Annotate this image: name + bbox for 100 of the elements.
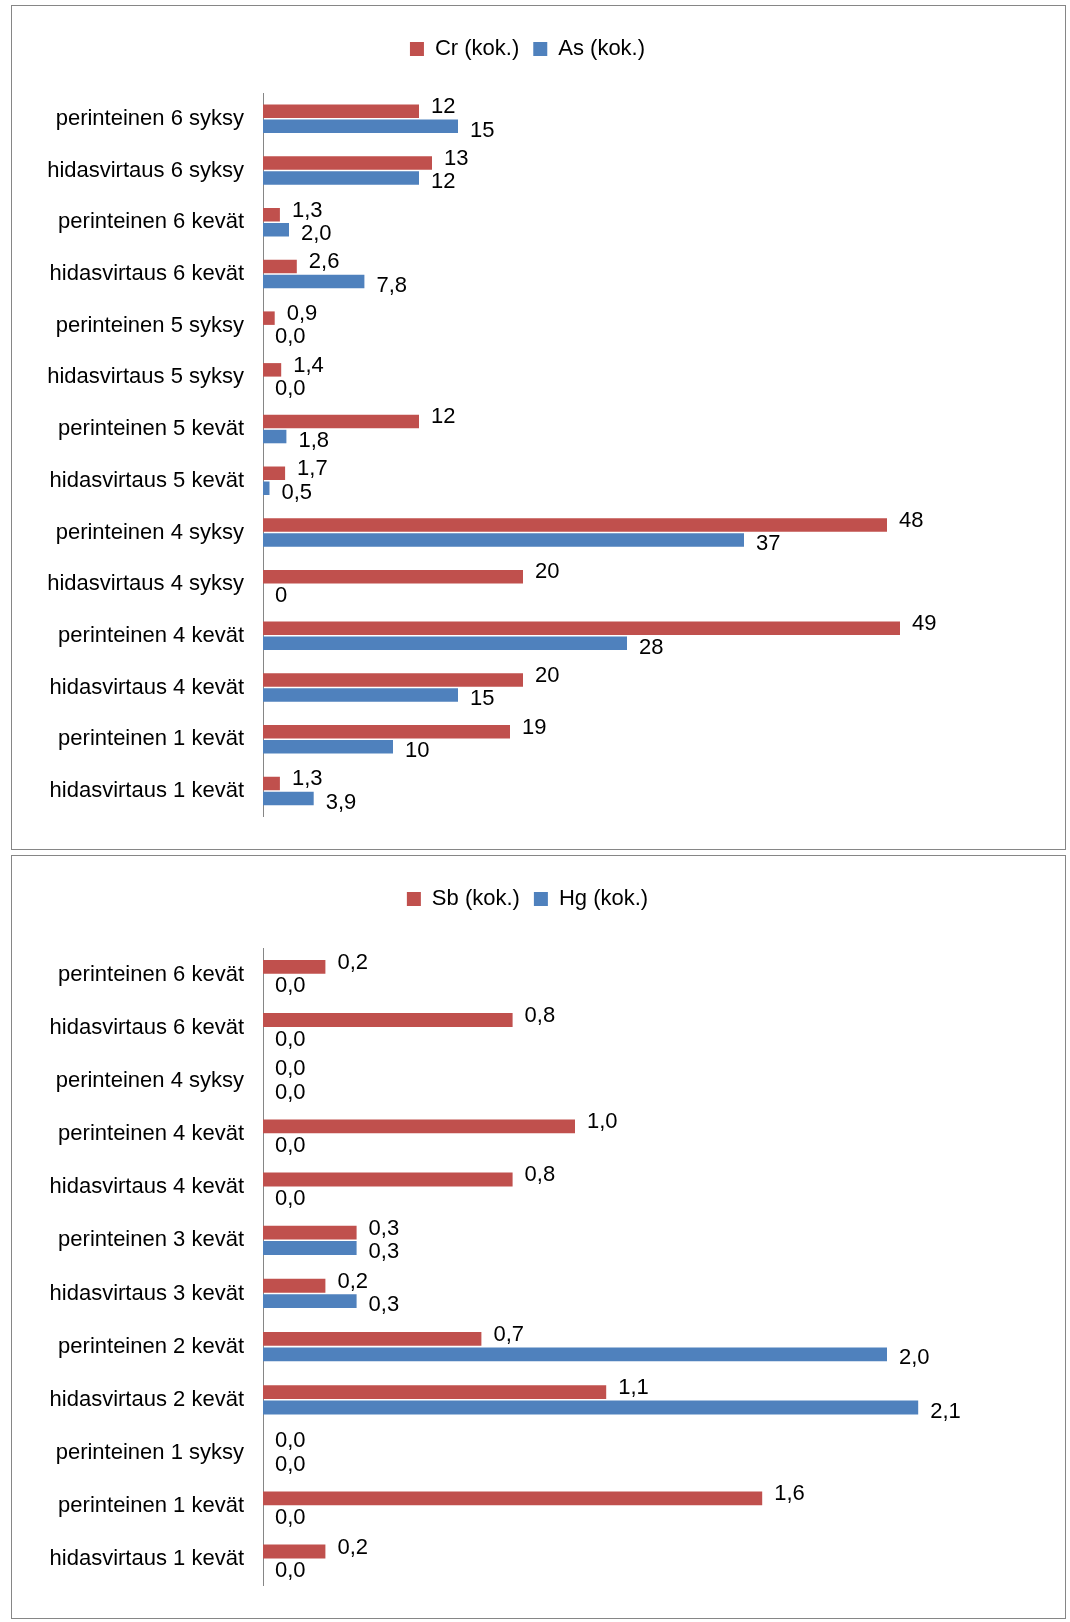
data-label: 2,0 [899, 1344, 930, 1370]
data-label: 0,0 [275, 323, 306, 349]
data-label: 1,0 [587, 1108, 618, 1134]
y-tick-label: perinteinen 5 syksy [55, 311, 244, 337]
data-label: 0,2 [337, 1267, 368, 1293]
data-label: 0,0 [275, 1427, 306, 1453]
y-tick-label: perinteinen 6 syksy [55, 104, 244, 130]
data-label: 2,1 [930, 1397, 961, 1423]
data-label: 0,8 [524, 1002, 556, 1028]
bar [263, 791, 314, 806]
y-tick-label: perinteinen 4 syksy [55, 1066, 244, 1092]
legend-label: Hg (kok.) [558, 885, 649, 911]
data-label: 0,8 [524, 1161, 556, 1187]
data-label: 0,0 [275, 1078, 306, 1104]
y-tick-label: hidasvirtaus 4 kevät [49, 673, 244, 699]
data-label: 0,3 [368, 1238, 400, 1264]
y-tick-label: hidasvirtaus 2 kevät [49, 1385, 244, 1411]
bar [263, 481, 270, 495]
data-label: 2,6 [308, 248, 340, 274]
data-label: 1,4 [293, 351, 324, 377]
bar [263, 274, 365, 289]
bar [263, 1544, 326, 1559]
data-label: 0 [275, 581, 288, 607]
data-label: 0,0 [275, 1503, 306, 1529]
data-label: 48 [899, 506, 924, 532]
bar [263, 959, 326, 974]
data-label: 13 [444, 144, 469, 170]
data-label: 37 [756, 530, 781, 556]
y-tick-label: perinteinen 1 kevät [58, 1492, 244, 1518]
data-label: 49 [912, 610, 937, 636]
y-tick-label: hidasvirtaus 6 kevät [49, 1013, 244, 1039]
data-label: 1,7 [297, 455, 328, 481]
data-label: 0,3 [368, 1214, 400, 1240]
data-label: 19 [522, 713, 547, 739]
y-tick-label: perinteinen 3 kevät [58, 1226, 244, 1252]
y-tick-label: perinteinen 4 kevät [58, 621, 244, 647]
data-label: 1,8 [298, 426, 329, 452]
bar [263, 1172, 513, 1187]
bar [263, 1119, 575, 1134]
data-label: 0,7 [493, 1320, 524, 1346]
data-label: 20 [535, 558, 560, 584]
bar [263, 104, 419, 119]
data-label: 10 [405, 737, 430, 763]
y-tick-label: hidasvirtaus 1 kevät [49, 1545, 244, 1571]
data-label: 0,0 [275, 1131, 306, 1157]
data-label: 0,9 [286, 299, 318, 325]
legend-label: Sb (kok.) [431, 885, 520, 911]
legend-label: Cr (kok.) [434, 35, 520, 61]
y-tick-label: hidasvirtaus 4 kevät [49, 1173, 244, 1199]
data-label: 28 [639, 633, 664, 659]
data-label: 2,0 [301, 220, 332, 246]
data-label: 1,1 [618, 1374, 649, 1400]
data-label: 3,9 [325, 788, 357, 814]
bar [263, 1013, 513, 1027]
y-tick-label: perinteinen 6 kevät [58, 960, 244, 986]
bar [263, 776, 280, 791]
data-label: 0,0 [275, 972, 306, 998]
data-label: 15 [470, 116, 495, 142]
bar [263, 259, 297, 274]
y-tick-label: perinteinen 5 kevät [58, 415, 244, 441]
data-label: 0,5 [281, 478, 313, 504]
data-label: 7,8 [376, 271, 407, 297]
y-tick-label: hidasvirtaus 6 syksy [47, 156, 244, 182]
data-label: 0,0 [275, 1055, 306, 1081]
y-tick-label: hidasvirtaus 5 kevät [49, 466, 244, 492]
bar [263, 171, 419, 185]
bar [263, 673, 523, 687]
bar [263, 1491, 763, 1506]
bar [263, 569, 523, 584]
bar [263, 1385, 607, 1399]
bar [263, 156, 432, 170]
y-tick-label: perinteinen 6 kevät [58, 208, 244, 234]
y-tick-label: hidasvirtaus 4 syksy [47, 570, 244, 596]
bar [263, 740, 393, 754]
bar [263, 533, 744, 547]
bar [263, 223, 289, 237]
data-label: 0,2 [337, 1533, 368, 1559]
bar [263, 621, 900, 636]
bar [263, 363, 282, 377]
bar [263, 725, 510, 739]
bar [263, 1225, 357, 1240]
data-label: 15 [470, 685, 495, 711]
data-label: 1,6 [774, 1480, 805, 1506]
bar [263, 1241, 357, 1255]
y-tick-label: hidasvirtaus 1 kevät [49, 777, 244, 803]
bar [263, 208, 280, 222]
bar [263, 1331, 482, 1346]
data-label: 0,3 [368, 1291, 400, 1317]
y-tick-label: hidasvirtaus 5 syksy [47, 363, 244, 389]
bar [263, 1278, 326, 1293]
y-tick-label: hidasvirtaus 3 kevät [49, 1279, 244, 1305]
bar [263, 119, 458, 134]
data-label: 12 [431, 403, 456, 429]
data-label: 0,2 [337, 948, 368, 974]
bar [263, 414, 419, 429]
bar [263, 311, 275, 325]
bar [263, 466, 286, 480]
y-tick-label: hidasvirtaus 6 kevät [49, 260, 244, 286]
data-label: 0,0 [275, 375, 306, 401]
data-label: 1,3 [291, 196, 323, 222]
